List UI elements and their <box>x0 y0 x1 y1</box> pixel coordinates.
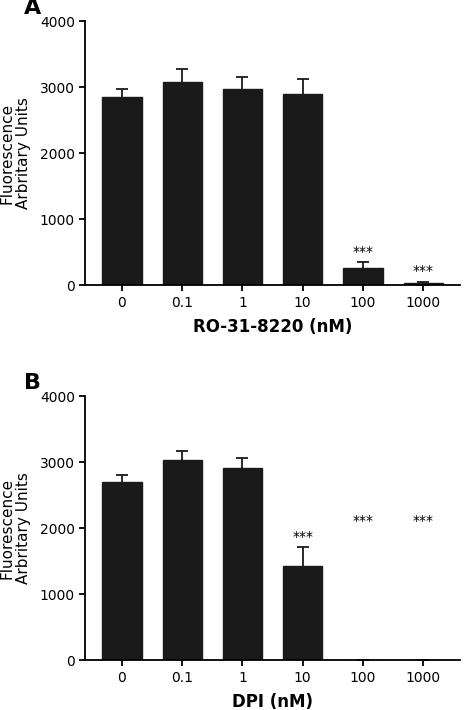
Text: B: B <box>24 373 41 393</box>
Text: ***: *** <box>292 530 313 544</box>
Text: ***: *** <box>353 514 374 528</box>
Text: A: A <box>24 0 41 18</box>
Bar <box>283 566 322 660</box>
Bar <box>223 468 262 660</box>
Bar <box>403 283 443 285</box>
Text: ***: *** <box>413 264 434 278</box>
X-axis label: RO-31-8220 (nM): RO-31-8220 (nM) <box>193 318 352 336</box>
Bar <box>163 82 202 285</box>
Y-axis label: Fluorescence
Arbritary Units: Fluorescence Arbritary Units <box>0 97 31 209</box>
Text: ***: *** <box>353 245 374 258</box>
Bar <box>163 459 202 660</box>
Bar <box>102 97 142 285</box>
Bar <box>223 89 262 285</box>
Bar <box>102 482 142 660</box>
Text: ***: *** <box>413 514 434 528</box>
X-axis label: DPI (nM): DPI (nM) <box>232 693 313 710</box>
Bar <box>283 94 322 285</box>
Y-axis label: Fluorescence
Arbritary Units: Fluorescence Arbritary Units <box>0 472 31 584</box>
Bar <box>343 268 383 285</box>
